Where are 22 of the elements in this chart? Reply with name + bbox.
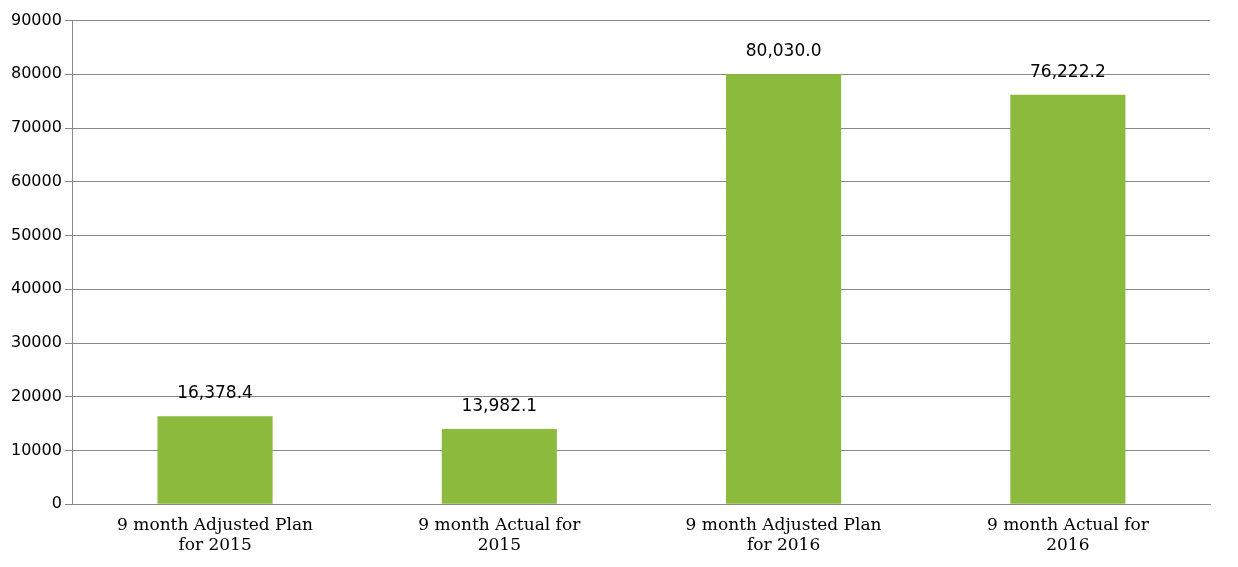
x-tick-label: 9 month Actual for 2015	[418, 513, 582, 555]
data-label: 80,030.0	[745, 40, 822, 61]
y-tick-label: 50000	[10, 224, 62, 244]
y-tick-label: 10000	[10, 439, 62, 459]
bar	[441, 429, 557, 504]
y-tick-label: 60000	[10, 170, 62, 190]
data-label: 13,982.1	[461, 394, 538, 415]
y-tick-label: 30000	[10, 332, 62, 352]
data-label: 76,222.2	[1030, 60, 1106, 81]
y-tick-label: 0	[51, 493, 62, 513]
y-tick-label: 20000	[10, 385, 62, 405]
x-tick-label: 9 month Actual for 2016	[986, 513, 1150, 555]
data-label: 16,378.4	[177, 382, 253, 403]
y-tick-label: 90000	[10, 9, 62, 29]
y-tick-label: 70000	[10, 117, 62, 137]
x-tick-label: 9 month Adjusted Plan for 2015	[117, 513, 314, 555]
bar	[726, 74, 842, 504]
bar	[157, 416, 273, 504]
bar	[1010, 94, 1126, 504]
y-tick-label: 40000	[10, 278, 62, 298]
y-tick-label: 80000	[10, 63, 62, 83]
x-tick-label: 9 month Adjusted Plan for 2016	[685, 513, 882, 555]
